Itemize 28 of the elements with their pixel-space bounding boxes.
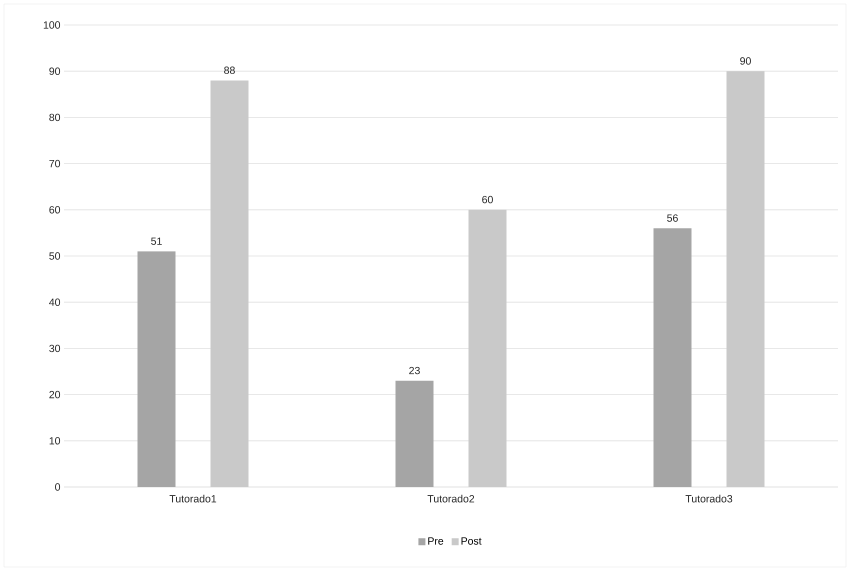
legend-label: Post — [462, 537, 482, 545]
data-label: 88 — [224, 66, 235, 74]
y-tick-label: 40 — [49, 298, 60, 306]
bar — [726, 71, 765, 487]
data-label: 90 — [740, 57, 751, 65]
y-tick-label: 70 — [49, 160, 60, 168]
bar — [138, 251, 176, 487]
bar — [396, 380, 434, 487]
y-tick-label: 80 — [49, 114, 60, 122]
data-label: 51 — [151, 238, 162, 245]
y-tick-label: 60 — [49, 206, 60, 214]
bar — [210, 80, 248, 487]
data-label: 56 — [667, 214, 678, 222]
y-tick-label: 20 — [49, 390, 60, 398]
x-tick-label: Tutorado3 — [686, 494, 732, 502]
x-tick-label: Tutorado2 — [428, 494, 474, 502]
y-tick-label: 90 — [49, 68, 60, 75]
legend-label: Pre — [428, 537, 444, 545]
y-tick-label: 30 — [49, 344, 60, 352]
bar — [654, 228, 692, 487]
bar — [468, 210, 507, 487]
y-tick-label: 100 — [44, 21, 60, 29]
x-tick-label: Tutorado1 — [170, 494, 216, 502]
data-label: 60 — [482, 196, 493, 204]
y-tick-label: 50 — [49, 252, 60, 260]
data-label: 23 — [409, 366, 420, 374]
y-tick-label: 10 — [50, 437, 60, 445]
y-tick-label: 0 — [55, 483, 60, 491]
